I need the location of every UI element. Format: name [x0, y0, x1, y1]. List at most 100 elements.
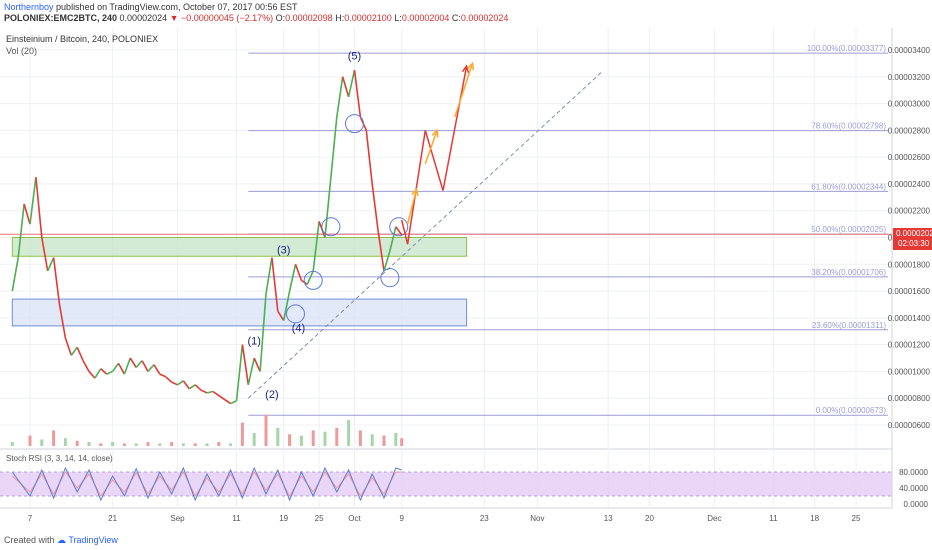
volume-bar [311, 430, 315, 446]
last-price: 0.00002024 [119, 13, 168, 23]
fib-label: 61.80%(0.00002344) [811, 182, 886, 191]
price-change: ▼ −0.00000045 (−2.17%) [169, 13, 274, 23]
price-segment [165, 376, 173, 383]
price-segment [235, 344, 244, 401]
price-segment [282, 290, 291, 321]
volume-bar [240, 422, 244, 446]
price-segment [64, 337, 73, 356]
price-segment [288, 264, 297, 292]
price-tick-label: 0.00001800 [888, 260, 931, 269]
price-tick-label: 0.00000600 [888, 421, 931, 430]
volume-bar [181, 443, 185, 446]
price-segment [341, 76, 350, 98]
stoch-axis[interactable]: 80.0000 40.0000 0.0000 [899, 468, 928, 509]
wave-label: (5) [348, 50, 361, 62]
projection-red [400, 65, 468, 245]
projection-orange [454, 63, 474, 118]
price-segment [117, 363, 126, 375]
price-tick-label: 0.00002400 [888, 180, 931, 189]
price-series [11, 69, 403, 405]
volume-bar [40, 439, 44, 446]
projection-orange [424, 130, 438, 165]
volume-bar [146, 442, 150, 446]
price-segment [206, 390, 214, 394]
time-tick-label: 9 [399, 514, 404, 523]
time-tick-label: 7 [28, 514, 33, 523]
volume-bar [28, 435, 32, 446]
price-segment [141, 360, 149, 372]
chart-title: Einsteinium / Bitcoin, 240, POLONIEX [6, 34, 158, 44]
volume-bar [170, 442, 174, 446]
time-tick-label: 25 [852, 514, 861, 523]
zones [11, 237, 468, 327]
price-segment [135, 360, 143, 368]
h-label: H: [335, 13, 345, 23]
price-segment [265, 257, 273, 294]
time-axis[interactable]: 7 21 Sep 11 19 25 Oct 9 23 Nov 13 20 Dec 11 18 25 [28, 514, 861, 523]
publish-line: Northernboy published on TradingView.com… [4, 2, 298, 12]
symbol-label: POLONIEX:EMC2BTC, 240 [4, 13, 118, 23]
projection-red-head [461, 64, 470, 74]
price-tick-label: 0.00002600 [888, 153, 931, 162]
time-tick-label: 25 [315, 514, 324, 523]
volume-bar [10, 442, 14, 446]
chart-panel[interactable]: 100.00%(0.00003377) 78.60%(0.00002798) 61.… [0, 28, 932, 528]
volume-bar [122, 443, 126, 446]
volume-bar [370, 434, 374, 446]
fib-label: 38.20%(0.00001706) [811, 268, 886, 277]
l-label: L: [394, 13, 402, 23]
price-segment [153, 364, 161, 375]
time-tick-label: 21 [108, 514, 117, 523]
time-tick-label: Sep [170, 514, 185, 523]
high-value: 0.00002100 [344, 13, 392, 23]
volume-bar [205, 443, 209, 446]
price-segment [371, 183, 379, 231]
tradingview-link[interactable]: TradingView [68, 535, 118, 545]
projection-orange-head [411, 187, 419, 197]
price-segment [324, 177, 332, 238]
price-segment [147, 364, 155, 372]
volume-bar [217, 442, 221, 446]
price-chart[interactable]: 100.00%(0.00003377) 78.60%(0.00002798) 61.… [0, 28, 932, 528]
time-tick-label: 11 [769, 514, 778, 523]
fib-label: 50.00%(0.00002025) [811, 225, 886, 234]
trendline [247, 71, 603, 399]
volume-bar [335, 427, 339, 446]
price-segment [94, 368, 102, 379]
price-tick-label: 0.00001600 [888, 287, 931, 296]
price-segment [76, 346, 84, 362]
wave-label: (4) [292, 322, 305, 334]
volume-bar [288, 434, 292, 446]
price-segment [312, 221, 320, 272]
price-segment [188, 384, 196, 390]
price-segment [271, 257, 279, 312]
volume-bar [134, 443, 138, 446]
price-segment [389, 226, 397, 252]
price-axis[interactable]: 0.00003400 0.00003200 0.00003000 0.00002800… [888, 46, 931, 430]
volume-bar [63, 438, 67, 446]
projection-orange [406, 189, 418, 225]
volume-bars [10, 414, 404, 446]
created-text: Created with [4, 535, 55, 545]
fib-label: 100.00%(0.00003377) [807, 44, 887, 53]
zone-green [11, 237, 468, 257]
close-value: 0.00002024 [460, 13, 509, 23]
time-tick-label: 18 [810, 514, 819, 523]
volume-bar [347, 420, 351, 446]
price-segment [306, 270, 314, 285]
projection-orange-head [467, 61, 475, 71]
ohlc-line: POLONIEX:EMC2BTC, 240 0.00002024 ▼ −0.00… [4, 13, 508, 23]
price-segment [224, 398, 232, 405]
price-segment [383, 250, 391, 272]
price-segment [111, 362, 120, 372]
stoch-k-line [11, 466, 402, 502]
price-segment [129, 357, 137, 368]
price-segment [365, 130, 373, 185]
wave-circle [380, 268, 400, 288]
annotations: (1) (2) (3) (4) (5) [247, 50, 603, 401]
wave-label: (2) [265, 389, 278, 401]
time-tick-label: Dec [707, 514, 721, 523]
author-link[interactable]: Northernboy [4, 2, 54, 12]
price-tick-label: 0.00002200 [888, 207, 931, 216]
price-segment [177, 380, 184, 386]
